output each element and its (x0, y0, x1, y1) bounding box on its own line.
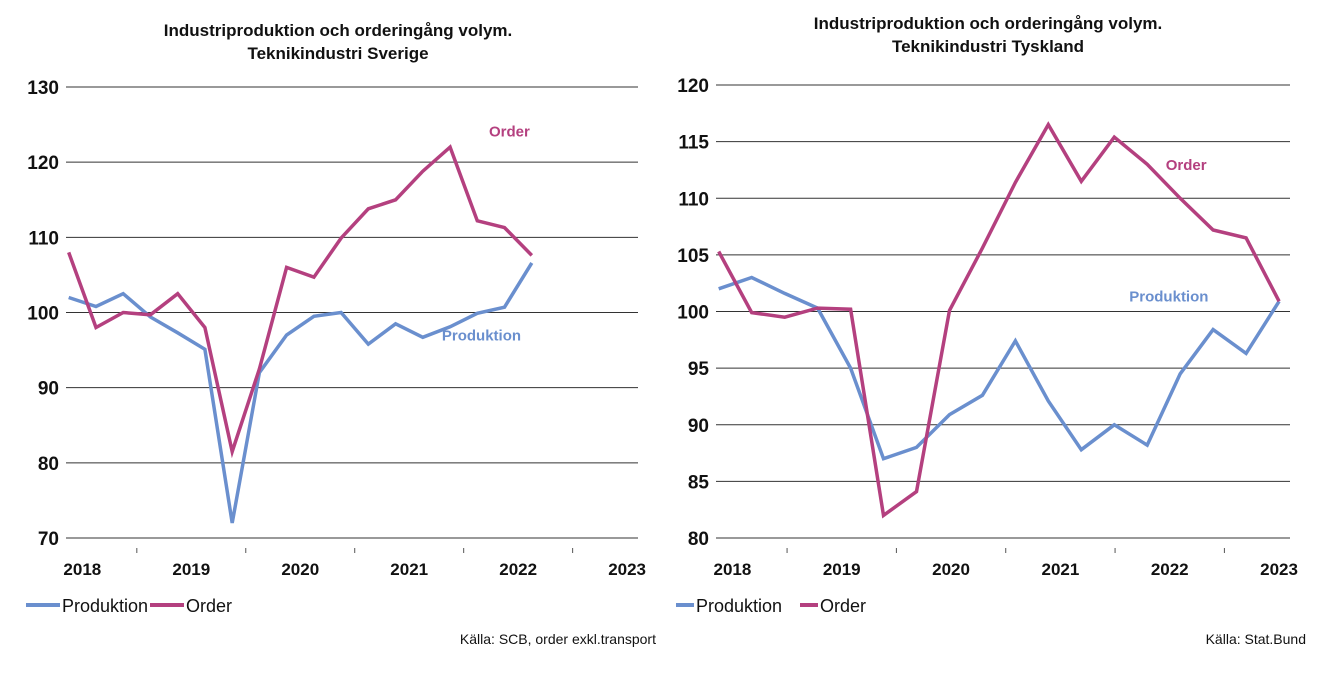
legend: Produktion Order (26, 596, 232, 616)
x-tick-label: 2019 (823, 560, 861, 579)
x-tick-label: 2022 (1151, 560, 1189, 579)
series-annotation-produktion: Produktion (1129, 288, 1208, 305)
legend: Produktion Order (676, 596, 866, 616)
x-axis-ticks: 2018 2019 2020 2021 2022 2023 (63, 560, 646, 579)
y-tick-label: 110 (678, 189, 709, 210)
series-line-produktion (718, 275, 1281, 461)
series-line-produktion (68, 261, 534, 524)
legend-label-produktion: Produktion (696, 596, 782, 616)
y-tick-label: 100 (677, 303, 709, 324)
chart-title-line-1: Industriproduktion och orderingång volym… (814, 14, 1163, 33)
y-tick-label: 70 (38, 529, 59, 550)
legend-label-order: Order (186, 596, 232, 616)
chart-title-line-2: Teknikindustri Sverige (247, 44, 428, 63)
y-tick-label: 120 (677, 76, 709, 97)
x-axis-ticks: 2018 2019 2020 2021 2022 2023 (713, 560, 1297, 579)
y-tick-label: 130 (27, 78, 59, 99)
y-tick-label: 90 (38, 379, 59, 400)
legend-label-produktion: Produktion (62, 596, 148, 616)
x-tick-label: 2022 (499, 560, 537, 579)
series-annotation-produktion: Produktion (442, 327, 521, 344)
chart-tyskland: Industriproduktion och orderingång volym… (676, 14, 1306, 647)
source-note: Källa: SCB, order exkl.transport (460, 631, 656, 647)
x-tick-label: 2020 (281, 560, 319, 579)
x-tick-label: 2019 (172, 560, 210, 579)
x-tick-label: 2023 (1260, 560, 1298, 579)
y-axis-ticks: 80 85 90 95 100 105 110 115 120 (677, 76, 709, 550)
y-tick-label: 120 (27, 153, 59, 174)
gridlines (66, 86, 638, 553)
y-tick-label: 80 (688, 529, 709, 550)
x-tick-label: 2020 (932, 560, 970, 579)
series-lines (67, 144, 534, 524)
chart-sverige: Industriproduktion och orderingång volym… (26, 21, 656, 647)
x-tick-label: 2018 (63, 560, 101, 579)
x-tick-label: 2023 (608, 560, 646, 579)
x-tick-label: 2021 (390, 560, 428, 579)
source-note: Källa: Stat.Bund (1206, 631, 1306, 647)
x-tick-label: 2021 (1041, 560, 1079, 579)
series-line-order (67, 144, 534, 459)
legend-label-order: Order (820, 596, 866, 616)
series-annotation-order: Order (489, 124, 530, 141)
y-tick-label: 110 (28, 228, 59, 249)
series-annotations: Order Produktion (442, 124, 530, 345)
gridlines (716, 84, 1290, 553)
series-annotations: Order Produktion (1129, 157, 1208, 305)
y-tick-label: 100 (27, 304, 59, 325)
y-tick-label: 95 (688, 359, 710, 380)
y-tick-label: 115 (678, 133, 709, 154)
x-tick-label: 2018 (713, 560, 751, 579)
series-line-order (717, 121, 1281, 519)
chart-title-line-2: Teknikindustri Tyskland (892, 37, 1084, 56)
y-tick-label: 90 (688, 416, 709, 437)
series-lines (717, 121, 1281, 519)
y-tick-label: 105 (677, 246, 709, 267)
chart-title-line-1: Industriproduktion och orderingång volym… (164, 21, 513, 40)
series-annotation-order: Order (1166, 157, 1207, 174)
y-tick-label: 85 (688, 472, 710, 493)
y-tick-label: 80 (38, 454, 59, 475)
y-axis-ticks: 70 80 90 100 110 120 130 (27, 78, 59, 550)
